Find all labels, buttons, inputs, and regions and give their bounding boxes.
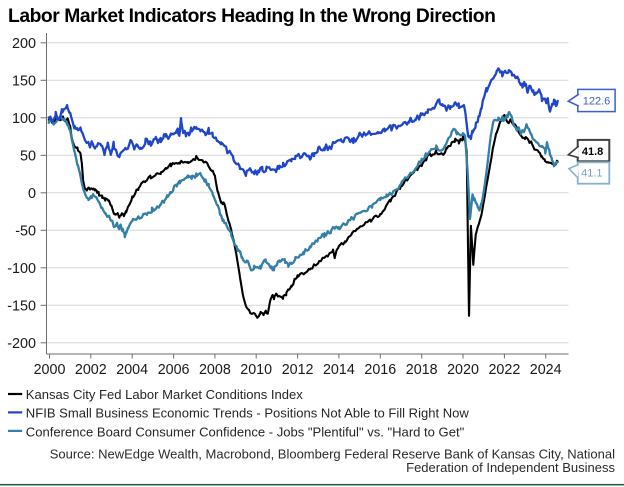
svg-text:122.6: 122.6 [583,96,611,108]
svg-text:2020: 2020 [447,362,479,378]
svg-text:2018: 2018 [406,362,438,378]
svg-text:Conference Board Consumer Conf: Conference Board Consumer Confidence - J… [26,424,465,439]
svg-text:2024: 2024 [530,362,562,378]
svg-text:2008: 2008 [199,362,231,378]
svg-text:2006: 2006 [158,362,190,378]
svg-text:150: 150 [12,73,36,89]
svg-text:2016: 2016 [364,362,396,378]
svg-text:0: 0 [28,186,36,202]
svg-text:-50: -50 [15,223,36,239]
svg-text:2012: 2012 [282,362,314,378]
svg-text:41.8: 41.8 [582,146,603,158]
svg-text:2002: 2002 [75,362,107,378]
svg-text:-100: -100 [7,261,36,277]
svg-text:-150: -150 [7,298,36,314]
svg-text:-200: -200 [7,336,36,352]
svg-text:50: 50 [20,148,36,164]
svg-text:41.1: 41.1 [581,168,602,180]
svg-text:2000: 2000 [34,362,66,378]
svg-text:Federation of Independent Busi: Federation of Independent Business [406,460,615,475]
svg-text:Kansas City Fed Labor Market C: Kansas City Fed Labor Market Conditions … [26,387,303,402]
svg-text:2010: 2010 [240,362,272,378]
svg-text:2004: 2004 [116,362,148,378]
svg-text:100: 100 [12,111,36,127]
svg-text:2022: 2022 [488,362,520,378]
svg-text:NFIB Small Business Economic T: NFIB Small Business Economic Trends - Po… [26,406,470,421]
svg-text:Labor Market Indicators Headin: Labor Market Indicators Heading In the W… [8,6,495,27]
svg-text:2014: 2014 [323,362,355,378]
svg-text:Source: NewEdge Wealth, Macrob: Source: NewEdge Wealth, Macrobond, Bloom… [50,447,615,462]
svg-text:200: 200 [12,36,36,52]
